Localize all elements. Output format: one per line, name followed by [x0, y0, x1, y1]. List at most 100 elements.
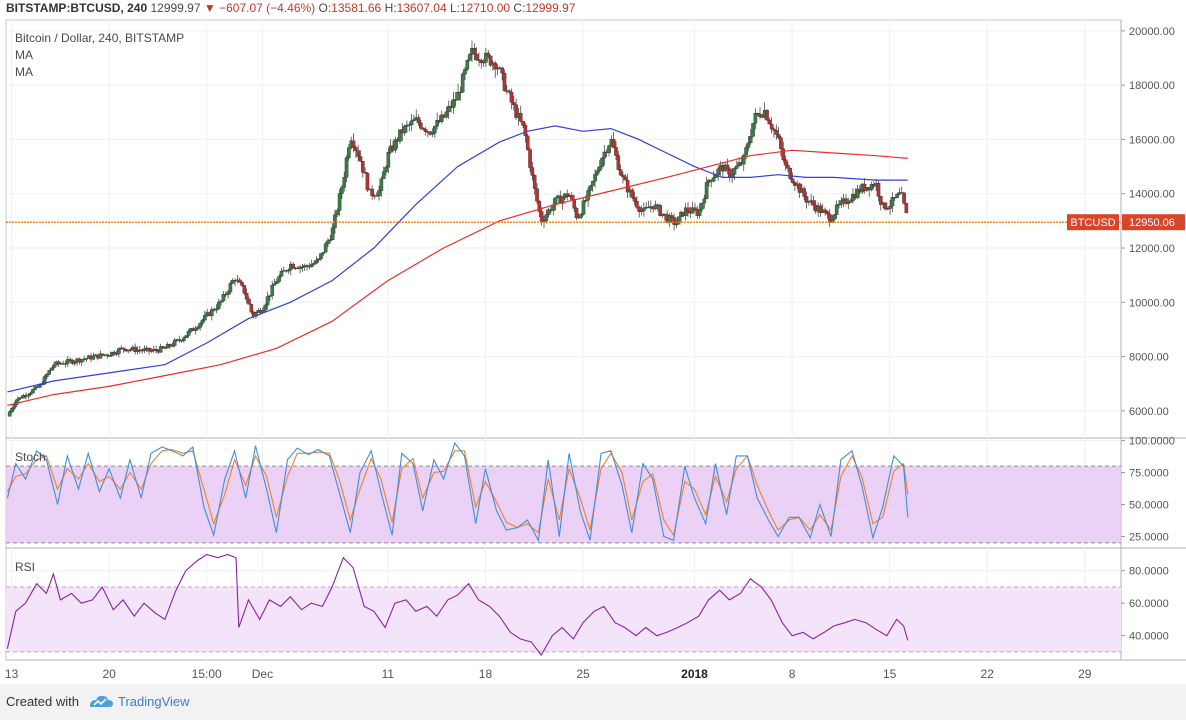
candle-body	[186, 331, 191, 336]
stoch-label[interactable]: Stoch	[15, 450, 46, 464]
candle-body	[855, 188, 860, 199]
ma-line-blue	[7, 125, 908, 393]
candle-body	[590, 180, 595, 186]
candle-body	[751, 123, 755, 137]
candle-body	[760, 116, 765, 118]
price-tick-label: 10000.00	[1129, 297, 1175, 309]
candle-body	[79, 359, 84, 363]
candle-body	[588, 185, 593, 191]
candle-body	[361, 160, 365, 173]
candle-body	[430, 132, 435, 135]
candle-body	[70, 359, 75, 364]
stoch-tick-label: 100.0000	[1129, 436, 1175, 448]
candle-body	[577, 217, 581, 219]
candle-body	[693, 207, 697, 210]
candle-body	[291, 263, 295, 269]
candle-body	[711, 177, 716, 182]
candle-body	[356, 150, 360, 157]
candle-body	[105, 354, 110, 356]
candle-body	[658, 205, 662, 216]
candle-body	[423, 128, 428, 132]
candle-body	[467, 54, 472, 61]
candle-body	[697, 208, 702, 216]
candle-body	[456, 91, 460, 101]
candle-body	[507, 90, 511, 93]
candle-body	[486, 52, 491, 57]
candle-body	[98, 353, 103, 359]
candle-body	[154, 349, 158, 351]
candle-body	[337, 193, 342, 211]
candle-body	[386, 151, 391, 168]
candle-body	[674, 224, 679, 226]
candle-body	[419, 122, 423, 129]
x-tick-label: 2018	[681, 667, 708, 681]
rsi-line	[6, 553, 909, 657]
candle-body	[14, 399, 19, 405]
candle-body	[690, 207, 695, 214]
legend-ma-1[interactable]: MA	[15, 48, 33, 62]
legend-title[interactable]: Bitcoin / Dollar, 240, BITSTAMP	[15, 31, 185, 45]
candle-body	[221, 294, 226, 302]
stoch-tick-label: 50.0000	[1129, 500, 1169, 512]
candle-body	[52, 364, 56, 369]
price-tick-label: 18000.00	[1129, 80, 1175, 92]
candle-body	[460, 73, 465, 93]
last-price: 12999.97	[150, 1, 201, 15]
candle-body	[570, 194, 574, 200]
candle-body	[379, 178, 384, 191]
candle-body	[623, 176, 628, 181]
candle-body	[193, 328, 198, 331]
candle-body	[732, 168, 737, 175]
candle-body	[511, 102, 516, 106]
symbol-header: BITSTAMP:BTCUSD, 240 12999.97 ▼ −607.07 …	[6, 0, 575, 16]
candle-body	[765, 110, 769, 121]
candle-body	[49, 367, 54, 371]
x-tick-label: 15:00	[192, 667, 222, 681]
candle-body	[21, 395, 26, 399]
candle-body	[316, 258, 321, 261]
candle-body	[686, 207, 690, 213]
candle-body	[616, 155, 621, 170]
rsi-label[interactable]: RSI	[15, 560, 36, 574]
candle-body	[309, 264, 314, 268]
candle-body	[198, 322, 202, 328]
low-value: 12710.00	[460, 1, 511, 15]
candle-body	[333, 214, 337, 229]
candle-body	[525, 135, 530, 150]
candle-body	[890, 197, 895, 207]
candle-body	[639, 210, 644, 212]
candle-body	[776, 134, 781, 138]
stoch-tick-label: 75.0000	[1129, 468, 1169, 480]
x-tick-label: 22	[981, 667, 995, 681]
candle-body	[114, 353, 119, 355]
tradingview-brand-link[interactable]: TradingView	[118, 694, 190, 709]
candle-body	[560, 197, 565, 204]
symbol-name: BITSTAMP:BTCUSD, 240	[6, 1, 148, 15]
candle-body	[10, 408, 14, 413]
candle-body	[172, 340, 177, 346]
legend-ma-2[interactable]: MA	[15, 65, 33, 79]
candle-body	[879, 196, 883, 205]
candle-body	[458, 91, 463, 94]
candle-body	[344, 157, 349, 178]
candle-body	[451, 99, 456, 109]
candle-body	[121, 347, 126, 350]
candle-body	[149, 350, 154, 352]
candle-body	[618, 169, 623, 176]
candle-body	[68, 359, 72, 361]
candle-body	[758, 113, 762, 117]
candle-body	[484, 52, 488, 63]
price-tag-symbol-box	[1067, 214, 1119, 231]
candle-body	[65, 359, 70, 364]
candle-body	[33, 386, 38, 390]
candle-body	[279, 271, 284, 277]
candle-body	[275, 281, 279, 284]
candle-body	[242, 285, 247, 294]
candle-body	[741, 154, 746, 165]
price-tick-label: 14000.00	[1129, 189, 1175, 201]
candle-body	[28, 392, 33, 395]
candle-body	[147, 347, 151, 352]
candle-body	[435, 120, 439, 127]
candle-body	[788, 168, 793, 179]
candle-body	[286, 269, 291, 272]
